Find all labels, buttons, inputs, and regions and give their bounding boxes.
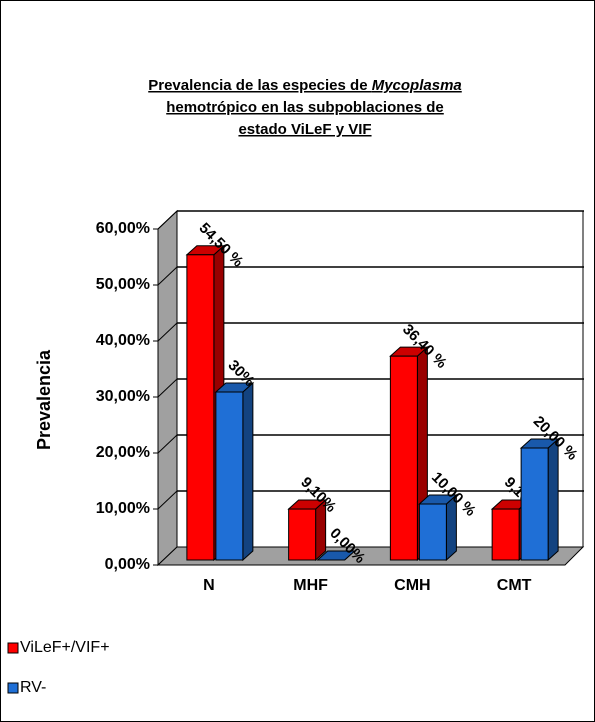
grid-line xyxy=(157,322,178,342)
bar-face xyxy=(491,508,520,561)
x-tick-label: MHF xyxy=(293,577,328,594)
bar-face xyxy=(242,381,254,562)
chart-title: Prevalencia de las especies de Mycoplasm… xyxy=(148,77,462,94)
y-tick-label: 40,00% xyxy=(96,332,150,349)
bar-face xyxy=(316,550,356,561)
bar-face xyxy=(288,508,317,561)
bar xyxy=(519,437,560,562)
bar-face xyxy=(520,447,549,561)
grid-line xyxy=(157,266,178,286)
chart-title: hemotrópico en las subpoblaciones de xyxy=(166,99,444,116)
bar-face xyxy=(186,254,215,561)
grid-line xyxy=(157,434,178,454)
legend-label: ViLeF+/VIF+ xyxy=(20,639,110,656)
legend-label: RV- xyxy=(20,679,46,696)
chart-title: estado ViLeF y VIF xyxy=(238,121,371,138)
floor xyxy=(156,546,585,566)
y-tick-label: 0,00% xyxy=(105,556,150,573)
bar-face xyxy=(418,503,447,561)
bar xyxy=(418,493,458,562)
title-part: Prevalencia de las especies de xyxy=(148,77,371,94)
bar xyxy=(214,381,255,562)
bar-face xyxy=(215,391,244,561)
y-axis-label: Prevalencia xyxy=(34,349,54,450)
x-tick-label: CMT xyxy=(497,577,532,594)
bar xyxy=(185,244,226,562)
x-tick-label: CMH xyxy=(394,577,430,594)
legend-swatch xyxy=(7,642,19,654)
y-tick-label: 60,00% xyxy=(96,220,150,237)
y-tick-label: 20,00% xyxy=(96,444,150,461)
bar xyxy=(287,498,327,562)
bar-face xyxy=(389,355,418,561)
y-tick-label: 50,00% xyxy=(96,276,150,293)
grid-line xyxy=(157,490,178,510)
grid-line xyxy=(157,210,178,230)
x-tick-label: N xyxy=(203,577,215,594)
grid-line xyxy=(157,378,178,398)
title-part: Mycoplasma xyxy=(372,77,462,94)
y-tick-label: 30,00% xyxy=(96,388,150,405)
legend-swatch xyxy=(7,682,19,694)
bar-face xyxy=(547,437,559,562)
y-tick-label: 10,00% xyxy=(96,500,150,517)
bar xyxy=(316,550,356,561)
